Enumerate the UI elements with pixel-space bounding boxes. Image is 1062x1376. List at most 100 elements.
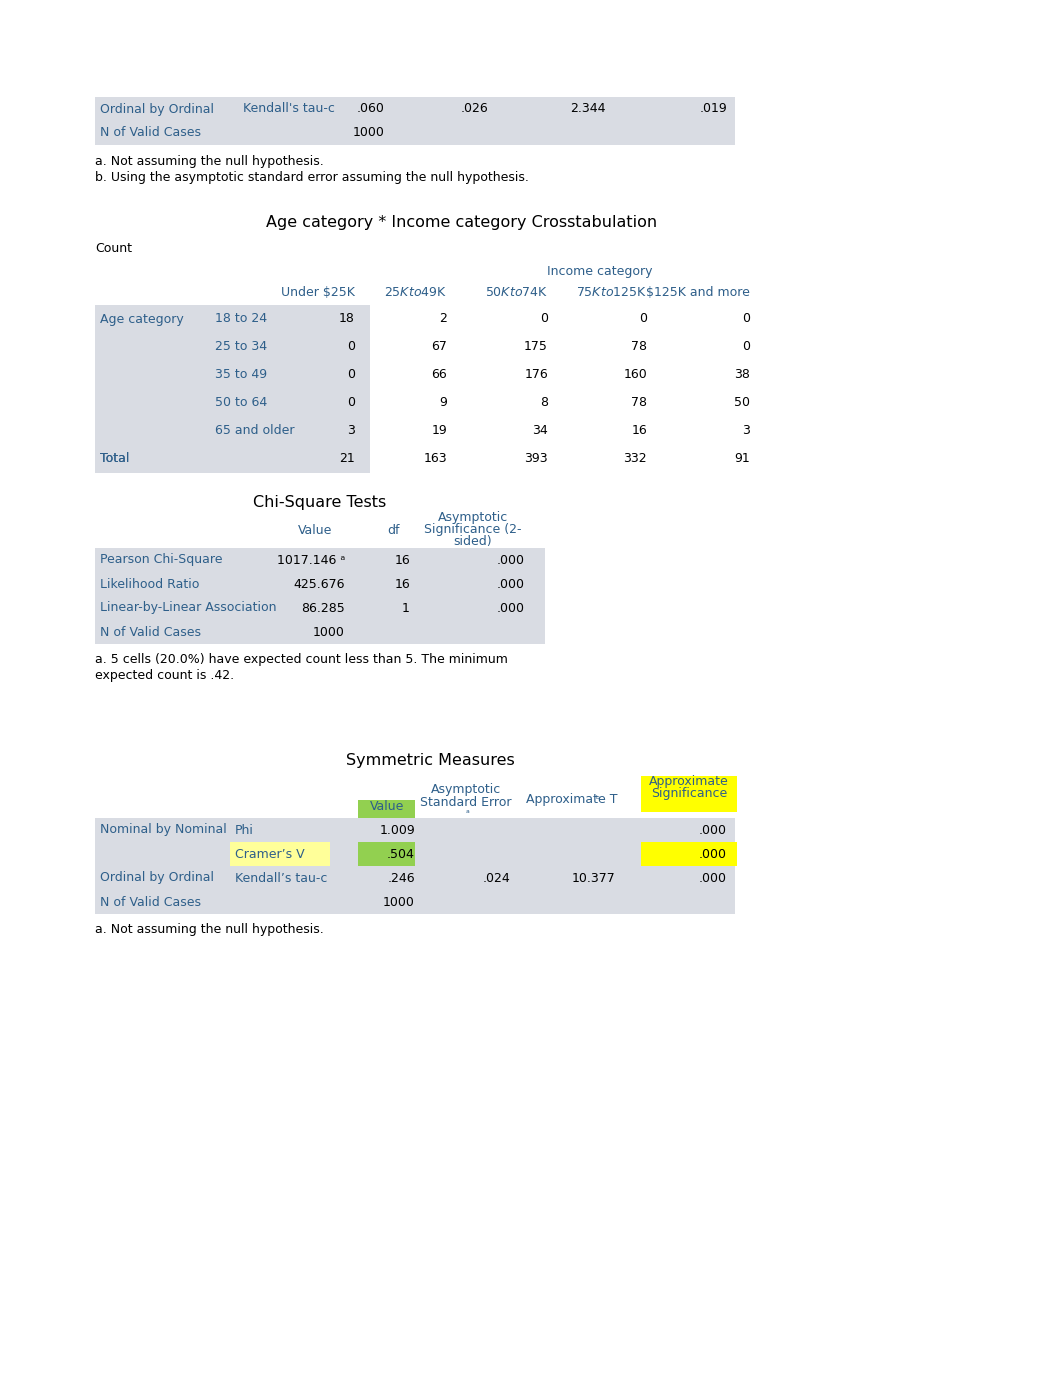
Text: 1.009: 1.009	[379, 823, 415, 837]
Text: 1: 1	[402, 601, 410, 615]
Text: 160: 160	[623, 369, 647, 381]
Text: .000: .000	[497, 553, 525, 567]
Text: 0: 0	[347, 340, 355, 354]
Text: .060: .060	[357, 102, 386, 116]
Text: .000: .000	[699, 871, 727, 885]
Text: Symmetric Measures: Symmetric Measures	[345, 753, 514, 768]
Bar	[230, 842, 330, 866]
Text: 3: 3	[742, 425, 750, 438]
Text: b. Using the asymptotic standard error assuming the null hypothesis.: b. Using the asymptotic standard error a…	[95, 171, 529, 183]
Text: 9: 9	[439, 396, 447, 410]
Text: Cramer’s V: Cramer’s V	[235, 848, 305, 860]
Text: 0: 0	[639, 312, 647, 326]
Text: expected count is .42.: expected count is .42.	[95, 670, 234, 682]
Text: Value: Value	[297, 523, 332, 537]
Text: .026: .026	[460, 102, 489, 116]
Text: Chi-Square Tests: Chi-Square Tests	[254, 494, 387, 509]
Text: 0: 0	[742, 340, 750, 354]
Bar	[95, 548, 545, 644]
Text: $50K to $74K: $50K to $74K	[485, 286, 548, 300]
Bar	[358, 799, 415, 817]
Text: 16: 16	[394, 553, 410, 567]
Bar	[641, 776, 737, 812]
Text: 176: 176	[525, 369, 548, 381]
Text: 21: 21	[339, 453, 355, 465]
Text: .504: .504	[388, 848, 415, 860]
Text: Linear-by-Linear Association: Linear-by-Linear Association	[100, 601, 276, 615]
Text: Pearson Chi-Square: Pearson Chi-Square	[100, 553, 223, 567]
Text: .019: .019	[699, 102, 727, 116]
Text: 0: 0	[539, 312, 548, 326]
Text: N of Valid Cases: N of Valid Cases	[100, 125, 201, 139]
Text: 34: 34	[532, 425, 548, 438]
Text: 1000: 1000	[383, 896, 415, 908]
Text: 8: 8	[539, 396, 548, 410]
Text: $25K to $49K: $25K to $49K	[384, 286, 447, 300]
Text: 3: 3	[347, 425, 355, 438]
Text: Asymptotic: Asymptotic	[438, 512, 508, 524]
Text: 0: 0	[742, 312, 750, 326]
Text: 425.676: 425.676	[293, 578, 345, 590]
Text: a. Not assuming the null hypothesis.: a. Not assuming the null hypothesis.	[95, 154, 324, 168]
Text: 50: 50	[734, 396, 750, 410]
Text: 10.377: 10.377	[571, 871, 615, 885]
Text: 332: 332	[623, 453, 647, 465]
Text: sided): sided)	[453, 535, 493, 549]
Text: Likelihood Ratio: Likelihood Ratio	[100, 578, 200, 590]
Text: 18 to 24: 18 to 24	[215, 312, 268, 326]
Text: Ordinal by Ordinal: Ordinal by Ordinal	[100, 871, 215, 885]
Text: .000: .000	[699, 823, 727, 837]
Bar	[358, 842, 415, 866]
Bar	[641, 842, 737, 866]
Text: Ordinal by Ordinal: Ordinal by Ordinal	[100, 102, 215, 116]
Text: 18: 18	[339, 312, 355, 326]
Text: df: df	[387, 523, 399, 537]
Text: 65 and older: 65 and older	[215, 425, 294, 438]
Text: 78: 78	[631, 340, 647, 354]
Bar	[95, 96, 735, 144]
Text: .000: .000	[497, 601, 525, 615]
Text: Income category: Income category	[547, 266, 653, 278]
Text: 67: 67	[431, 340, 447, 354]
Text: 2.344: 2.344	[570, 102, 606, 116]
Text: 163: 163	[424, 453, 447, 465]
Text: Total: Total	[100, 453, 130, 465]
Text: .000: .000	[699, 848, 727, 860]
Text: Approximate: Approximate	[649, 776, 729, 788]
Text: 0: 0	[347, 369, 355, 381]
Text: Standard Error: Standard Error	[421, 795, 512, 809]
Text: 86.285: 86.285	[302, 601, 345, 615]
Text: 1000: 1000	[313, 626, 345, 638]
Text: Age category * Income category Crosstabulation: Age category * Income category Crosstabu…	[267, 215, 657, 230]
Text: 91: 91	[734, 453, 750, 465]
Bar	[95, 817, 735, 914]
Text: .024: .024	[482, 871, 510, 885]
Text: 66: 66	[431, 369, 447, 381]
Text: 38: 38	[734, 369, 750, 381]
Text: 2: 2	[439, 312, 447, 326]
Text: ᵃ: ᵃ	[466, 809, 469, 819]
Text: .246: .246	[388, 871, 415, 885]
Text: Phi: Phi	[235, 823, 254, 837]
Text: 1017.146 ᵃ: 1017.146 ᵃ	[277, 553, 345, 567]
Text: Age category: Age category	[100, 312, 184, 326]
Text: 78: 78	[631, 396, 647, 410]
Text: Significance: Significance	[651, 787, 727, 801]
Text: N of Valid Cases: N of Valid Cases	[100, 896, 201, 908]
Text: a. Not assuming the null hypothesis.: a. Not assuming the null hypothesis.	[95, 923, 324, 937]
Text: Significance (2-: Significance (2-	[424, 523, 521, 537]
Text: Asymptotic: Asymptotic	[431, 783, 501, 797]
Text: .000: .000	[497, 578, 525, 590]
Text: Under $25K: Under $25K	[281, 286, 355, 300]
Text: a. 5 cells (20.0%) have expected count less than 5. The minimum: a. 5 cells (20.0%) have expected count l…	[95, 654, 508, 666]
Text: 1000: 1000	[354, 125, 386, 139]
Text: Kendall's tau-c: Kendall's tau-c	[243, 102, 335, 116]
Text: Nominal by Nominal: Nominal by Nominal	[100, 823, 227, 837]
Text: 25 to 34: 25 to 34	[215, 340, 268, 354]
Text: 50 to 64: 50 to 64	[215, 396, 268, 410]
Text: Count: Count	[95, 242, 132, 255]
Text: 19: 19	[431, 425, 447, 438]
Text: ᵇ: ᵇ	[595, 795, 599, 805]
Text: 0: 0	[347, 396, 355, 410]
Text: $125K and more: $125K and more	[646, 286, 750, 300]
